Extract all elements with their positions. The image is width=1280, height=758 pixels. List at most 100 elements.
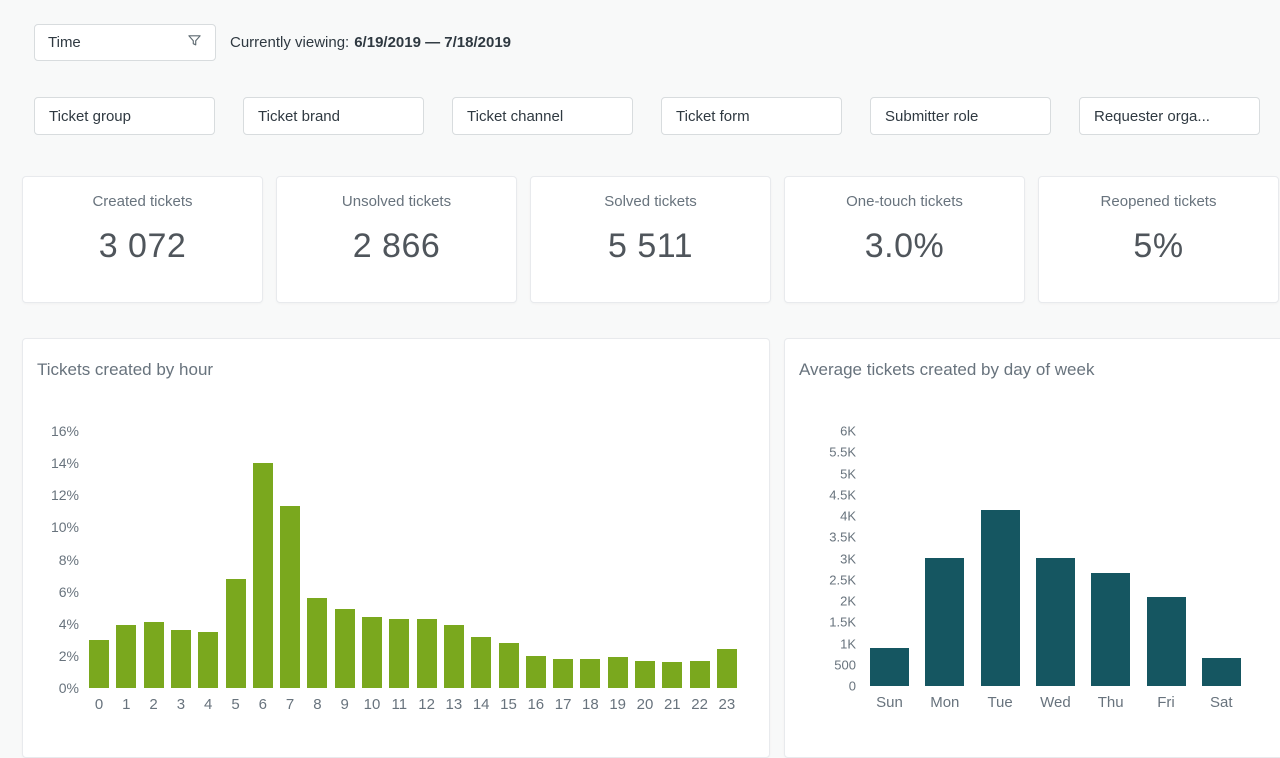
- x-axis-tick: 9: [340, 696, 349, 713]
- bar-4[interactable]: [198, 632, 219, 688]
- date-range-status: Currently viewing: 6/19/2019 — 7/18/2019: [230, 24, 511, 61]
- kpi-value: 3 072: [98, 227, 187, 265]
- x-axis-tick: Fri: [1157, 694, 1175, 711]
- x-axis-tick: 8: [313, 696, 322, 713]
- bar-8[interactable]: [307, 598, 328, 688]
- bar-tue[interactable]: [980, 510, 1020, 686]
- filter-button-ticket-group[interactable]: Ticket group: [34, 97, 215, 135]
- kpi-label: One-touch tickets: [846, 193, 963, 210]
- kpi-card-reopened-tickets: Reopened tickets 5%: [1038, 176, 1279, 303]
- bar-21[interactable]: [662, 662, 683, 688]
- bar-0[interactable]: [89, 640, 109, 688]
- y-axis-tick: 0: [848, 678, 856, 694]
- kpi-card-unsolved-tickets: Unsolved tickets 2 866: [276, 176, 517, 303]
- bar-5[interactable]: [225, 579, 246, 688]
- bar-12[interactable]: [416, 619, 437, 688]
- bar-17[interactable]: [553, 659, 574, 688]
- x-axis-tick: 12: [418, 696, 435, 713]
- bar-3[interactable]: [170, 630, 191, 688]
- bar-fri[interactable]: [1146, 597, 1186, 686]
- y-axis-tick: 8%: [58, 551, 79, 568]
- bars-area: [870, 431, 1257, 686]
- bar-15[interactable]: [498, 643, 519, 688]
- filter-button-submitter-role[interactable]: Submitter role: [870, 97, 1051, 135]
- filter-button-requester-orga[interactable]: Requester orga...: [1079, 97, 1260, 135]
- time-filter-dropdown[interactable]: Time: [34, 24, 216, 61]
- y-axis-tick: 3K: [840, 551, 856, 566]
- y-axis-tick: 10%: [50, 519, 79, 536]
- bar-2[interactable]: [143, 622, 164, 688]
- y-axis-tick: 0%: [58, 680, 79, 696]
- kpi-card-one-touch-tickets: One-touch tickets 3.0%: [784, 176, 1025, 303]
- x-axis-tick: 18: [582, 696, 599, 713]
- y-axis-tick: 2K: [840, 593, 856, 609]
- x-axis-tick: 4: [204, 696, 213, 713]
- kpi-value: 2 866: [352, 227, 441, 265]
- bar-9[interactable]: [334, 609, 355, 688]
- filters-row: Ticket group Ticket brand Ticket channel Ti…: [34, 97, 1260, 135]
- bar-sat[interactable]: [1201, 658, 1241, 686]
- y-axis-tick: 4%: [58, 615, 79, 632]
- y-axis: 16% 14% 12% 10% 8% 6% 4% 2% 0%: [23, 423, 79, 696]
- kpi-value: 5 511: [607, 227, 694, 265]
- x-axis-tick: 11: [391, 696, 408, 713]
- bar-1[interactable]: [116, 625, 137, 688]
- filter-button-label: Ticket brand: [258, 107, 340, 125]
- y-axis-tick: 12%: [50, 487, 79, 504]
- bar-6[interactable]: [252, 463, 273, 688]
- y-axis-tick: 16%: [50, 423, 79, 439]
- y-axis-tick: 4K: [840, 508, 856, 524]
- bar-sun[interactable]: [870, 648, 909, 686]
- x-axis-tick: 6: [258, 696, 267, 713]
- filter-button-label: Ticket channel: [467, 107, 564, 125]
- x-axis-tick: 22: [691, 696, 708, 713]
- x-axis-tick: 23: [718, 696, 736, 713]
- bar-20[interactable]: [635, 661, 655, 688]
- x-axis-tick: 17: [554, 696, 572, 713]
- bar-14[interactable]: [471, 637, 492, 688]
- bar-wed[interactable]: [1035, 558, 1075, 686]
- y-axis-tick: 2.5K: [829, 572, 856, 588]
- x-axis-tick: 10: [363, 696, 381, 713]
- filter-button-label: Ticket group: [49, 107, 131, 125]
- filter-button-ticket-form[interactable]: Ticket form: [661, 97, 842, 135]
- y-axis: 6K 5.5K 5K 4.5K 4K 3.5K 3K 2.5K 2K 1.5K 1K 500 0: [785, 424, 856, 694]
- bar-10[interactable]: [362, 617, 382, 688]
- x-axis-tick: Sun: [876, 694, 903, 711]
- x-axis-tick: 3: [176, 696, 186, 713]
- x-axis-tick: Tue: [987, 694, 1013, 711]
- x-axis-tick: Thu: [1097, 694, 1124, 711]
- x-axis-tick: 1: [122, 696, 131, 713]
- x-axis-tick: 13: [445, 696, 463, 713]
- bar-16[interactable]: [525, 656, 546, 688]
- y-axis-tick: 1.5K: [829, 614, 856, 630]
- kpi-card-solved-tickets: Solved tickets 5 511: [530, 176, 771, 303]
- bar-mon[interactable]: [925, 558, 965, 686]
- y-axis-tick: 5.5K: [829, 444, 856, 460]
- bars-area: [89, 431, 744, 688]
- bar-19[interactable]: [607, 657, 628, 688]
- bar-18[interactable]: [580, 659, 601, 688]
- bar-11[interactable]: [389, 619, 410, 688]
- filter-button-label: Requester orga...: [1094, 107, 1210, 125]
- bar-7[interactable]: [280, 506, 301, 688]
- x-axis-tick: 16: [527, 696, 545, 713]
- chart-card-tickets-by-hour: Tickets created by hour 16% 14% 12% 10% 8% 6%…: [22, 338, 770, 758]
- y-axis-tick: 6K: [840, 423, 856, 439]
- bar-thu[interactable]: [1091, 573, 1131, 686]
- filter-button-ticket-brand[interactable]: Ticket brand: [243, 97, 424, 135]
- filter-button-label: Submitter role: [885, 107, 979, 125]
- kpi-row: Created tickets 3 072 Unsolved tickets 2 86…: [22, 176, 1279, 303]
- kpi-value: 5%: [1133, 227, 1184, 265]
- kpi-card-created-tickets: Created tickets 3 072: [22, 176, 263, 303]
- x-axis-tick: 0: [94, 696, 104, 713]
- y-axis-tick: 1K: [840, 636, 856, 651]
- chart-title: Average tickets created by day of week: [799, 360, 1095, 379]
- kpi-label: Solved tickets: [604, 193, 697, 210]
- bar-22[interactable]: [689, 661, 710, 688]
- x-axis-tick: Mon: [930, 694, 960, 711]
- y-axis-tick: 5K: [840, 466, 856, 481]
- filter-button-ticket-channel[interactable]: Ticket channel: [452, 97, 633, 135]
- bar-23[interactable]: [716, 649, 737, 688]
- bar-13[interactable]: [443, 625, 464, 688]
